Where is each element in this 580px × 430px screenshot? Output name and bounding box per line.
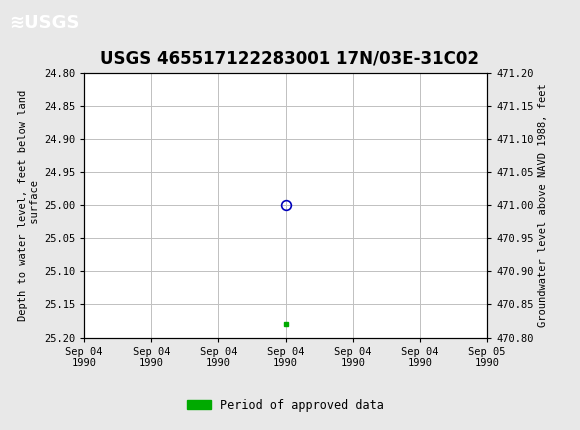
Legend: Period of approved data: Period of approved data xyxy=(183,394,389,416)
Text: ≋USGS: ≋USGS xyxy=(9,14,79,31)
Y-axis label: Depth to water level, feet below land
 surface: Depth to water level, feet below land su… xyxy=(18,90,39,321)
Text: USGS 465517122283001 17N/03E-31C02: USGS 465517122283001 17N/03E-31C02 xyxy=(100,49,480,67)
Y-axis label: Groundwater level above NAVD 1988, feet: Groundwater level above NAVD 1988, feet xyxy=(538,83,548,327)
